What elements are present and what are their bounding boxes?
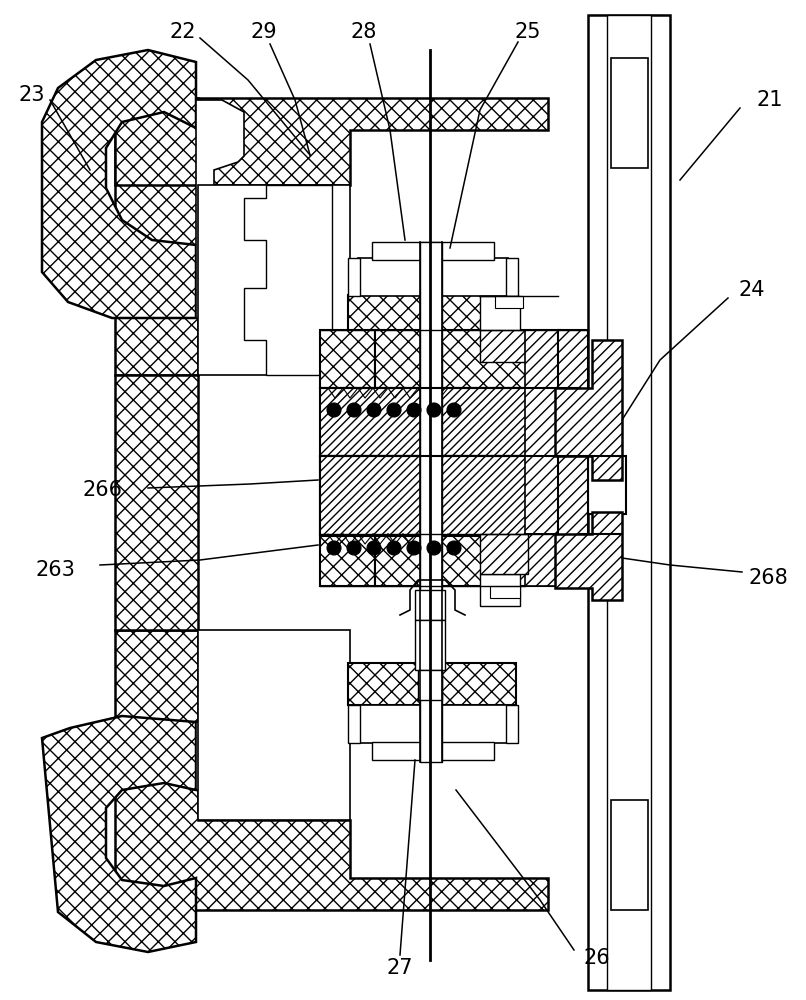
Bar [480, 330, 528, 362]
Text: 23: 23 [19, 85, 45, 105]
Circle shape [387, 403, 401, 417]
Circle shape [407, 403, 421, 417]
Bar [558, 456, 588, 588]
Circle shape [367, 403, 381, 417]
Circle shape [367, 541, 381, 555]
Bar [495, 296, 523, 308]
Bar [525, 330, 563, 388]
Bar [611, 58, 648, 168]
Bar [418, 670, 442, 700]
Text: 26: 26 [584, 948, 610, 968]
Text: 28: 28 [351, 22, 377, 42]
Circle shape [447, 541, 461, 555]
Polygon shape [115, 630, 548, 910]
Bar [320, 534, 375, 586]
Bar [320, 330, 375, 388]
Bar [588, 456, 626, 514]
Polygon shape [244, 185, 332, 375]
Bar [525, 388, 580, 456]
Bar [320, 456, 570, 536]
Bar [348, 258, 360, 296]
Text: 25: 25 [515, 22, 542, 42]
Circle shape [347, 541, 361, 555]
Polygon shape [555, 512, 622, 600]
Bar [588, 15, 670, 990]
Bar [358, 258, 508, 296]
Bar [358, 705, 508, 743]
Text: 22: 22 [170, 22, 196, 42]
Bar [525, 534, 563, 586]
Bar [611, 800, 648, 910]
Bar [198, 630, 350, 820]
Bar [480, 296, 520, 332]
Bar [348, 295, 516, 337]
Bar [348, 705, 360, 743]
Polygon shape [115, 375, 198, 630]
Bar [506, 705, 518, 743]
Circle shape [407, 541, 421, 555]
Bar [506, 258, 518, 296]
Bar [415, 590, 445, 620]
Bar [607, 15, 651, 990]
Bar [480, 574, 520, 606]
Bar [372, 242, 494, 260]
Polygon shape [555, 340, 622, 480]
Bar [375, 534, 560, 586]
Circle shape [387, 541, 401, 555]
Text: 266: 266 [82, 480, 122, 500]
Bar [558, 330, 588, 458]
Bar [372, 742, 494, 760]
Circle shape [447, 403, 461, 417]
Bar [525, 456, 580, 534]
Polygon shape [115, 98, 198, 185]
Circle shape [427, 541, 441, 555]
Polygon shape [115, 98, 548, 375]
Text: 21: 21 [757, 90, 783, 110]
Bar [320, 456, 570, 534]
Bar [480, 534, 528, 574]
Text: 29: 29 [251, 22, 277, 42]
Bar [198, 185, 350, 375]
Text: 263: 263 [35, 560, 75, 580]
Polygon shape [42, 50, 196, 318]
Bar [415, 620, 445, 670]
Bar [348, 663, 516, 705]
Bar [320, 388, 570, 456]
Text: 268: 268 [748, 568, 788, 588]
Polygon shape [42, 716, 196, 952]
Polygon shape [196, 722, 244, 790]
Circle shape [327, 403, 341, 417]
Circle shape [347, 403, 361, 417]
Bar [420, 242, 442, 762]
Bar [375, 330, 560, 388]
Bar [593, 15, 665, 990]
Circle shape [327, 541, 341, 555]
Circle shape [427, 403, 441, 417]
Bar [490, 586, 520, 598]
Text: 27: 27 [387, 958, 413, 978]
Polygon shape [196, 100, 244, 318]
Text: 24: 24 [739, 280, 765, 300]
